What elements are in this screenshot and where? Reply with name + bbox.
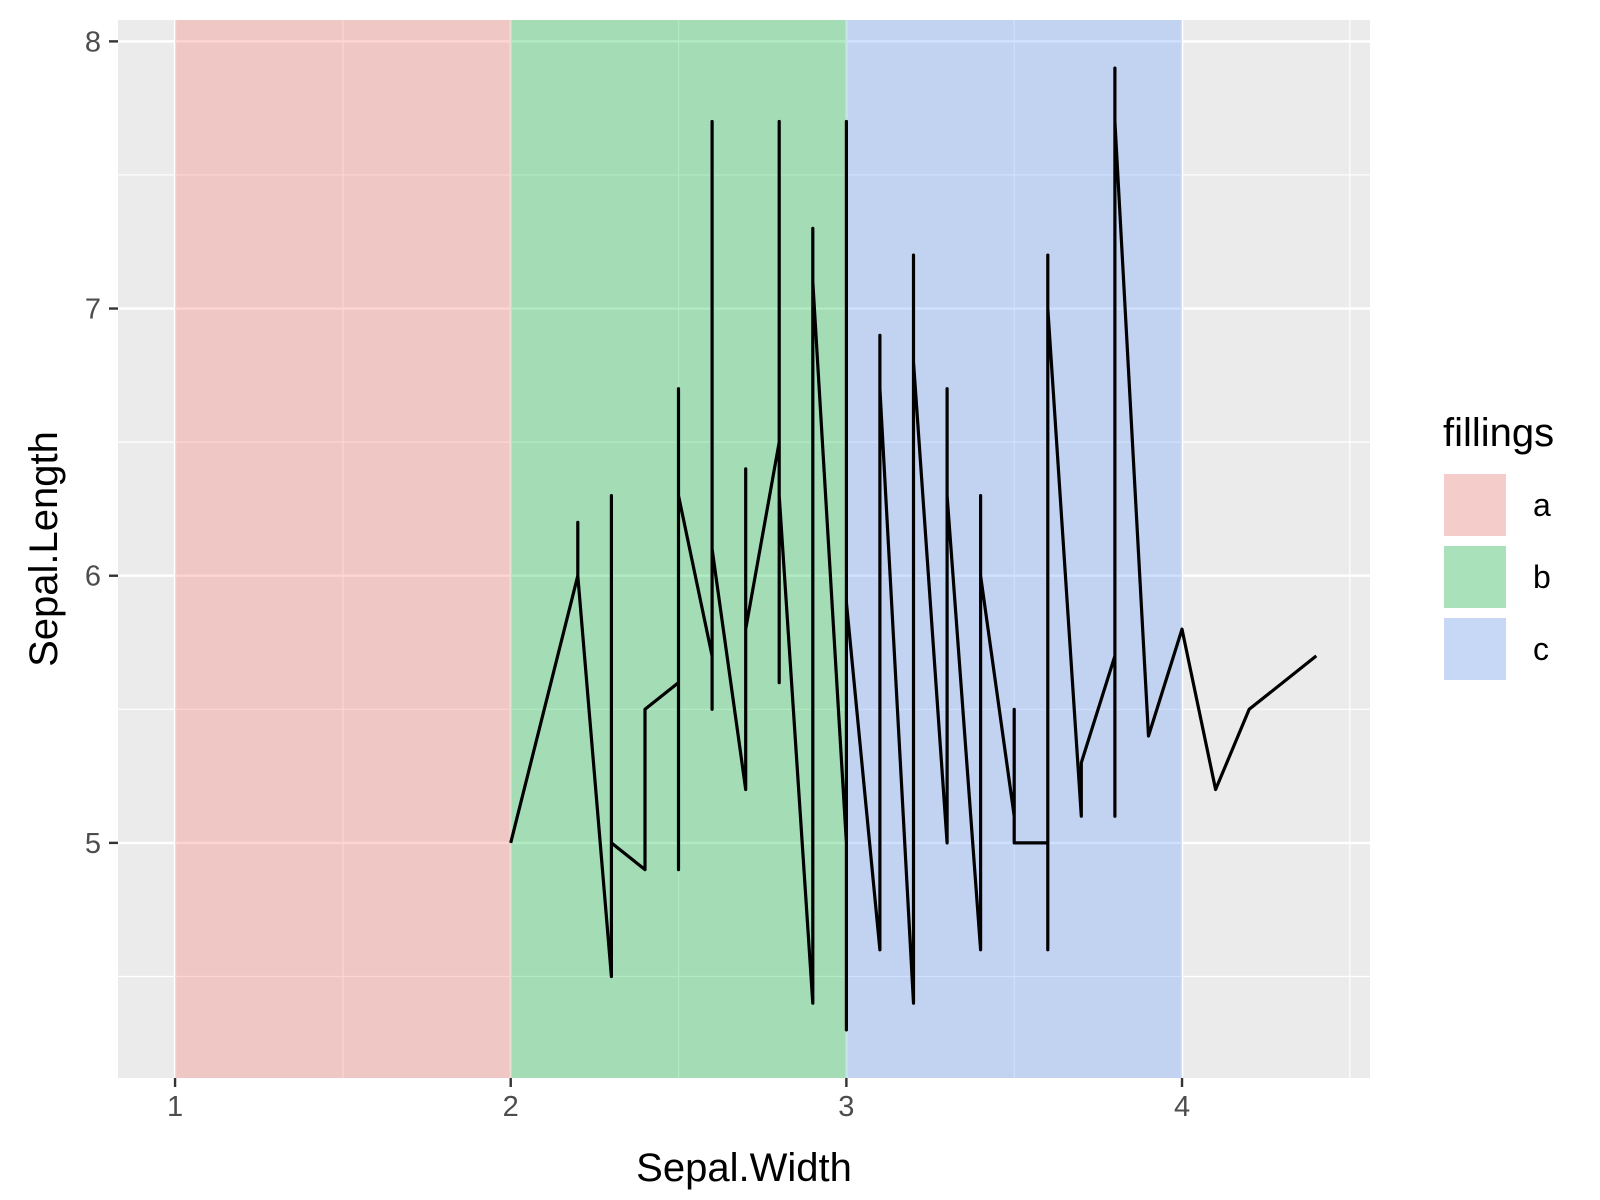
- band-a: [175, 20, 511, 1078]
- legend-key-bg: [1443, 545, 1507, 609]
- y-tick-label: 5: [85, 828, 101, 860]
- fill-bands: [175, 20, 1183, 1078]
- legend-items: abc: [1442, 472, 1551, 682]
- legend-label-c: c: [1533, 631, 1549, 667]
- series-line: [509, 66, 1318, 1032]
- legend-key-b: [1442, 544, 1508, 610]
- legend-key-bg: [1443, 473, 1507, 537]
- x-tick-label: 1: [167, 1091, 183, 1123]
- legend-key-bg: [1443, 617, 1507, 681]
- legend-key-a: [1442, 472, 1508, 538]
- axes: 1 2 3 4 5 6 7 8: [85, 26, 1190, 1123]
- x-axis-title: Sepal.Width: [636, 1146, 852, 1190]
- legend-label-a: a: [1533, 487, 1551, 523]
- legend-label-b: b: [1533, 559, 1551, 595]
- y-tick-label: 7: [85, 294, 101, 326]
- y-tick-label: 6: [85, 561, 101, 593]
- legend-key-c: [1442, 616, 1508, 682]
- band-c: [846, 20, 1183, 1078]
- x-tick-label: 3: [838, 1091, 854, 1123]
- x-tick-label: 4: [1174, 1091, 1190, 1123]
- y-tick-label: 8: [85, 26, 101, 58]
- legend: fillings abc: [1442, 411, 1554, 682]
- series-lines: [509, 66, 1318, 1032]
- x-tick-label: 2: [503, 1091, 519, 1123]
- panel-background: [118, 20, 1370, 1078]
- y-axis-title: Sepal.Length: [22, 431, 66, 667]
- legend-title: fillings: [1443, 411, 1554, 455]
